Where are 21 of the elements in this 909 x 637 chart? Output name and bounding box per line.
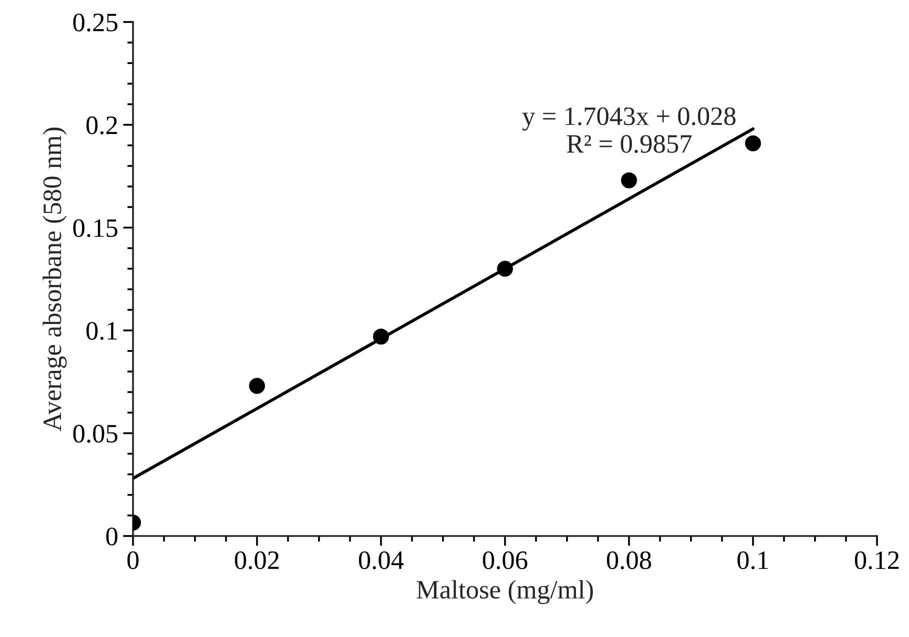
y-tick-label: 0.05 (73, 424, 118, 443)
point (249, 378, 265, 394)
point (373, 328, 389, 345)
annotation: y = 1.7043x + 0.028 R² = 0.9857 (522, 107, 736, 153)
y-tick-label: 0.2 (86, 116, 117, 134)
x-tick-label: 0.1 (738, 551, 768, 570)
y-tick-label: 0 (106, 528, 118, 546)
x-tick-label: 0 (127, 551, 139, 570)
x-tick-label: 0.02 (234, 551, 279, 570)
point (745, 135, 761, 152)
y-tick-label: 0.1 (86, 322, 117, 340)
x-tick-label: 0.04 (358, 551, 404, 570)
x-tick-label: 0.08 (606, 551, 652, 570)
y-tick-label: 0.15 (73, 219, 118, 238)
point (621, 172, 637, 188)
point (497, 260, 513, 277)
x-tick-label: 0.06 (482, 551, 528, 570)
y-axis-title: Average absorbane (580 nm) (42, 128, 67, 432)
x-tick-label: 0.12 (854, 551, 899, 570)
x-axis-title: Maltose (mg/ml) (416, 580, 593, 604)
y-tick-label: 0.25 (73, 14, 118, 32)
